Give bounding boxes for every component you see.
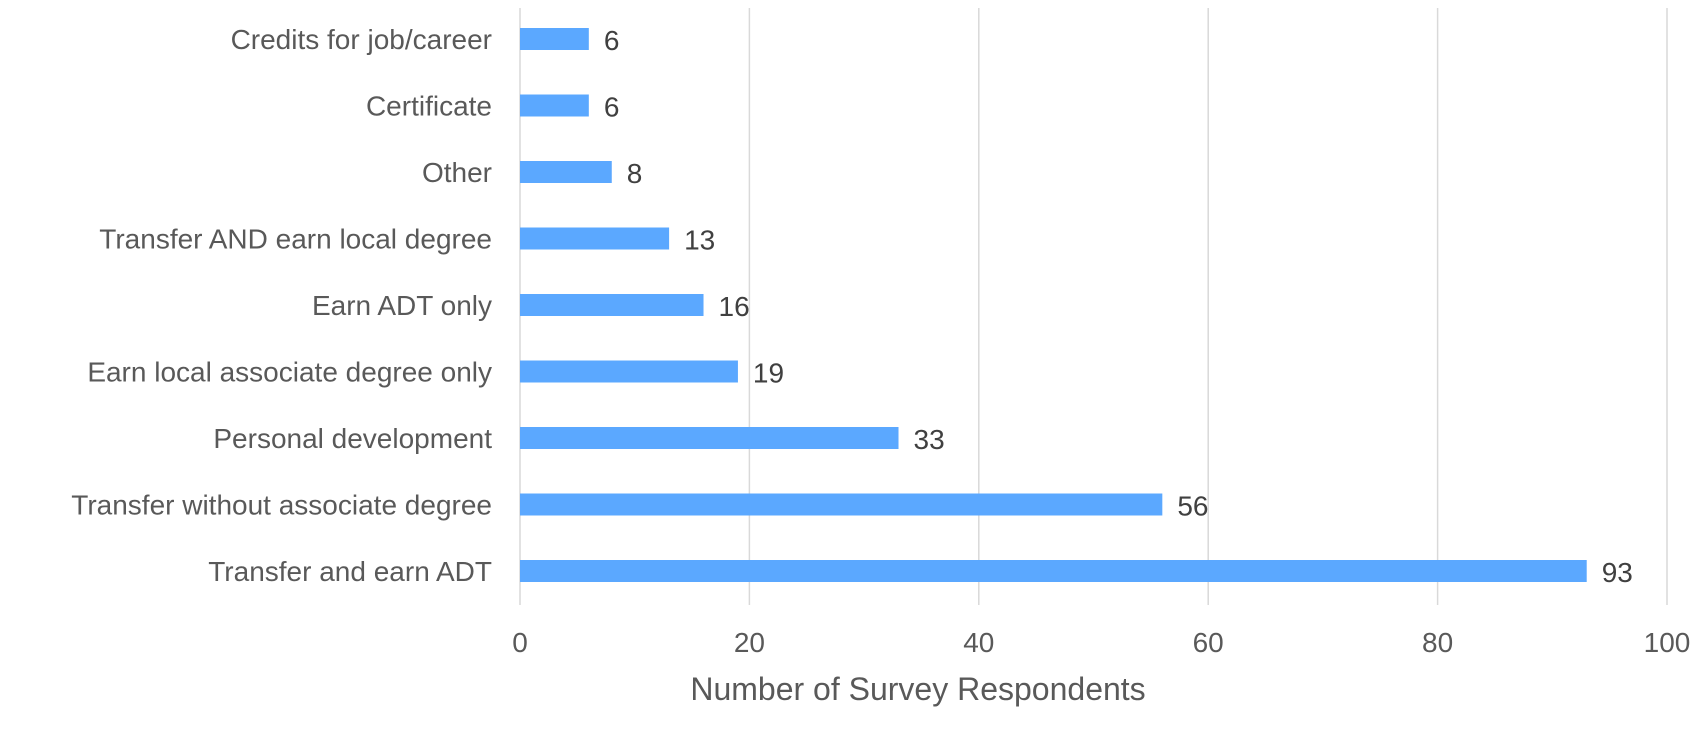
bar — [520, 294, 704, 316]
bars — [520, 28, 1587, 582]
category-label: Personal development — [213, 423, 492, 454]
bar — [520, 227, 670, 250]
data-label: 56 — [1177, 491, 1208, 522]
bar — [520, 427, 899, 449]
category-labels: Credits for job/career Certificate Other Tr… — [71, 24, 492, 587]
x-tick-label: 100 — [1644, 627, 1691, 658]
category-label: Other — [422, 157, 492, 188]
category-label: Certificate — [366, 91, 492, 122]
category-label: Transfer AND earn local degree — [99, 224, 492, 255]
category-label: Transfer without associate degree — [71, 490, 492, 521]
data-label: 13 — [684, 225, 715, 256]
category-label: Transfer and earn ADT — [208, 556, 492, 587]
bar — [520, 560, 1587, 582]
x-tick-label: 0 — [512, 627, 528, 658]
x-tick-label: 20 — [734, 627, 765, 658]
x-tick-labels: 0 20 40 60 80 100 — [512, 627, 1690, 658]
data-label: 16 — [719, 291, 750, 322]
bar — [520, 94, 589, 117]
data-label: 33 — [914, 424, 945, 455]
x-tick-label: 80 — [1422, 627, 1453, 658]
data-label: 6 — [604, 25, 620, 56]
category-label: Credits for job/career — [231, 24, 492, 55]
data-labels: 6 6 8 13 16 19 33 56 93 — [604, 25, 1633, 588]
data-label: 93 — [1602, 557, 1633, 588]
x-tick-label: 40 — [963, 627, 994, 658]
bar — [520, 360, 738, 383]
category-label: Earn ADT only — [312, 290, 492, 321]
data-label: 8 — [627, 158, 643, 189]
category-label: Earn local associate degree only — [87, 357, 492, 388]
x-tick-label: 60 — [1193, 627, 1224, 658]
data-label: 19 — [753, 358, 784, 389]
bar — [520, 493, 1163, 516]
bar — [520, 161, 612, 183]
data-label: 6 — [604, 92, 620, 123]
bar — [520, 28, 589, 50]
x-axis-title: Number of Survey Respondents — [690, 671, 1145, 707]
